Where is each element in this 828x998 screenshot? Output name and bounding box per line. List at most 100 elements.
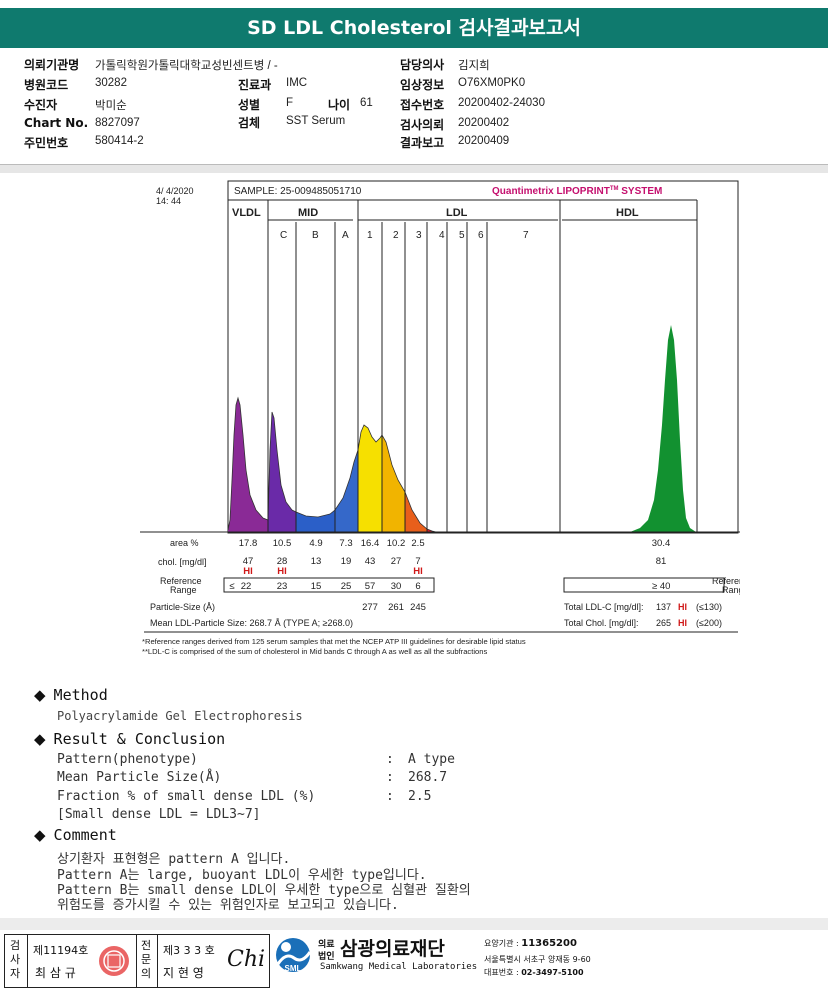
band-label-3: 3 bbox=[416, 230, 422, 241]
chol-value: 27 bbox=[391, 556, 402, 567]
band-label-7: 7 bbox=[523, 230, 529, 241]
institution-code: 요양기관 : 11365200 bbox=[484, 938, 577, 949]
divider-band bbox=[0, 165, 828, 173]
chol-value: 19 bbox=[341, 556, 352, 567]
info-label: 병원코드 bbox=[24, 78, 69, 92]
signature: Chi bbox=[227, 947, 266, 972]
result-row-label: Fraction % of small dense LDL (%) bbox=[57, 789, 316, 804]
ref-value: 25 bbox=[341, 581, 352, 592]
mean-particle-size: Mean LDL-Particle Size: 268.7 Å (TYPE A;… bbox=[150, 618, 353, 628]
result-title: Result & Conclusion bbox=[53, 730, 226, 748]
band-label-a: A bbox=[342, 230, 349, 241]
band-label-c: C bbox=[280, 230, 287, 241]
sml-logo-icon: SML bbox=[276, 938, 312, 973]
specialist-name: 지 현 영 bbox=[163, 966, 204, 980]
comment-line: Pattern B는 small dense LDL이 우세한 type으로 심… bbox=[57, 883, 471, 898]
corp-name: 삼광의료재단 bbox=[340, 938, 445, 960]
footer-band bbox=[0, 918, 828, 930]
total-chol-label: Total Chol. [mg/dl]: bbox=[564, 618, 639, 628]
info-label: 접수번호 bbox=[400, 98, 445, 112]
particle-size-value: 261 bbox=[388, 602, 404, 613]
info-label: 성별 bbox=[238, 98, 261, 112]
info-label: 임상정보 bbox=[400, 78, 445, 92]
area-value-hdl: 30.4 bbox=[652, 538, 671, 549]
diamond-icon: ◆ bbox=[34, 826, 46, 844]
specialist-label-cell: 전문의 bbox=[136, 935, 158, 987]
lipoprint-report: 4/ 4/2020 14: 44 SAMPLE: 25-009485051710… bbox=[140, 180, 740, 656]
info-value: 8827097 bbox=[95, 117, 140, 129]
report-frame bbox=[227, 180, 739, 534]
info-value: 김지희 bbox=[458, 60, 490, 72]
sample-id: SAMPLE: 25-009485051710 bbox=[234, 186, 362, 197]
ldl3-peak bbox=[405, 492, 427, 532]
area-value: 17.8 bbox=[239, 538, 258, 549]
info-label: 의뢰기관명 bbox=[24, 58, 80, 72]
total-chol-ref: (≤200) bbox=[696, 618, 722, 628]
info-value: SST Serum bbox=[286, 115, 346, 127]
info-value: 가톨릭학원가톨릭대학교성빈센트병 / - bbox=[95, 60, 278, 72]
result-row-label: Mean Particle Size(Å) bbox=[57, 770, 222, 785]
address: 서울특별시 서초구 양재동 9-60 bbox=[484, 955, 591, 964]
area-label: area % bbox=[170, 538, 199, 548]
chol-value: 43 bbox=[365, 556, 376, 567]
band-label-1: 1 bbox=[367, 230, 373, 241]
total-chol-value: 265 bbox=[656, 618, 671, 628]
info-label: Chart No. bbox=[24, 116, 89, 130]
result-row-sep: : bbox=[386, 752, 394, 767]
band-separators bbox=[267, 200, 698, 532]
examiner-name: 최 삼 규 bbox=[35, 966, 76, 980]
info-label: 수진자 bbox=[24, 98, 58, 112]
mid-c-peak bbox=[268, 412, 296, 532]
info-value: 580414-2 bbox=[95, 135, 144, 147]
method-heading: ◆ Method bbox=[34, 686, 108, 704]
small-dense-note: [Small dense LDL = LDL3~7] bbox=[57, 807, 261, 822]
area-value: 10.2 bbox=[387, 538, 406, 549]
info-label: 검사의뢰 bbox=[400, 118, 445, 132]
signature-box: 검사자 제11194호 최 삼 규 전문의 제3 3 3 호 지 현 영 Chi bbox=[4, 934, 270, 988]
band-label-b: B bbox=[312, 230, 319, 241]
chol-value: 13 bbox=[311, 556, 322, 567]
area-value: 2.5 bbox=[411, 538, 424, 549]
chol-value-hdl: 81 bbox=[656, 556, 667, 567]
method-text: Polyacrylamide Gel Electrophoresis bbox=[57, 709, 303, 723]
info-label: 담당의사 bbox=[400, 58, 445, 72]
area-value: 16.4 bbox=[361, 538, 380, 549]
info-value: 박미순 bbox=[95, 100, 127, 112]
band-label-5: 5 bbox=[459, 230, 465, 241]
hdl-peak bbox=[630, 325, 696, 532]
info-value: 20200402-24030 bbox=[458, 97, 545, 109]
mid-b-peak bbox=[296, 510, 335, 532]
result-row-sep: : bbox=[386, 789, 394, 804]
area-value: 7.3 bbox=[339, 538, 352, 549]
mid-a-peak bbox=[335, 450, 358, 532]
band-label-6: 6 bbox=[478, 230, 484, 241]
ldl2-peak bbox=[382, 435, 405, 532]
report-title: SD LDL Cholesterol 검사결과보고서 bbox=[0, 8, 828, 48]
specialist-label: 전문의 bbox=[141, 939, 152, 980]
section-ldl-label: LDL bbox=[446, 207, 468, 219]
info-label: 진료과 bbox=[238, 78, 272, 92]
ref-box bbox=[223, 577, 435, 593]
logo-abbr: SML bbox=[285, 964, 302, 973]
comment-line: 상기환자 표현형은 pattern A 입니다. bbox=[57, 852, 291, 867]
result-row-value: A type bbox=[408, 752, 455, 767]
total-ldl-value: 137 bbox=[656, 602, 671, 612]
ref-le: ≤ bbox=[229, 581, 234, 592]
ldl4-peak bbox=[427, 529, 436, 532]
band-label-4: 4 bbox=[439, 230, 445, 241]
ref-label-right: Reference bbox=[712, 576, 740, 586]
section-hdl-label: HDL bbox=[616, 207, 639, 219]
area-value: 10.5 bbox=[273, 538, 292, 549]
info-value: O76XM0PK0 bbox=[458, 77, 526, 89]
vldl-peak bbox=[228, 398, 268, 532]
chol-label: chol. [mg/dl] bbox=[158, 557, 207, 567]
particle-size-value: 245 bbox=[410, 602, 426, 613]
info-value: IMC bbox=[286, 77, 308, 89]
ref-value: 57 bbox=[365, 581, 376, 592]
ref-label: Reference bbox=[160, 576, 202, 586]
ref-value: 6 bbox=[415, 581, 420, 592]
result-row-value: 268.7 bbox=[408, 770, 448, 785]
result-row-sep: : bbox=[386, 770, 394, 785]
ref-label: Range bbox=[170, 585, 197, 595]
examiner-label-cell: 검사자 bbox=[5, 935, 28, 987]
